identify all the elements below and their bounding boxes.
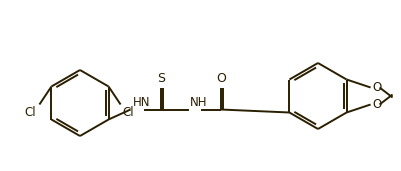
Text: O: O — [216, 71, 226, 84]
Text: O: O — [372, 98, 381, 111]
Text: Cl: Cl — [25, 106, 36, 119]
Text: HN: HN — [132, 95, 150, 109]
Text: S: S — [157, 71, 165, 84]
Text: NH: NH — [189, 95, 207, 109]
Text: O: O — [372, 81, 381, 94]
Text: Cl: Cl — [122, 106, 134, 119]
